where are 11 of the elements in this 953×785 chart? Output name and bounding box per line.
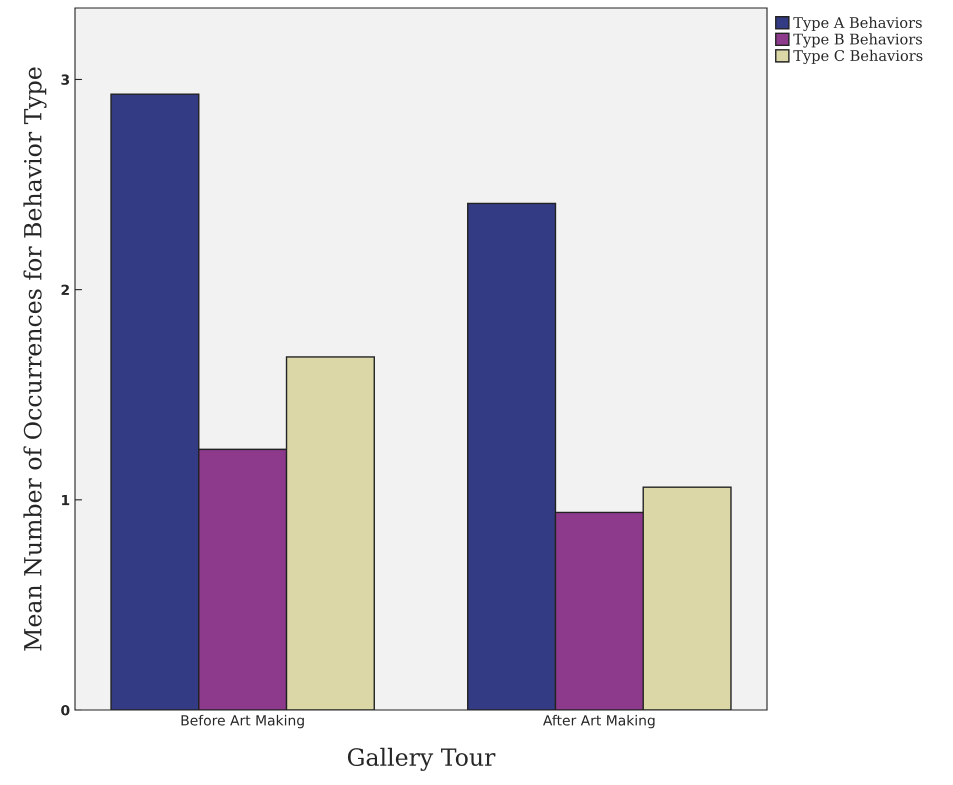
y-tick-label: 0 (61, 704, 70, 716)
y-tick-label: 2 (62, 284, 69, 295)
y-axis-title: Mean Number of Occurrences for Behavior Type (23, 67, 47, 651)
x-tick-label: Before Art Making (182, 714, 304, 728)
y-tick-label: 3 (61, 74, 70, 85)
legend-label: Type B Behaviors (793, 33, 922, 48)
y-tick-label: 1 (62, 494, 70, 506)
legend-label: Type C Behaviors (793, 50, 922, 64)
legend-label: Type A Behaviors (793, 16, 922, 32)
x-axis-title: Gallery Tour (348, 748, 496, 771)
x-tick-label: After Art Making (543, 714, 655, 728)
